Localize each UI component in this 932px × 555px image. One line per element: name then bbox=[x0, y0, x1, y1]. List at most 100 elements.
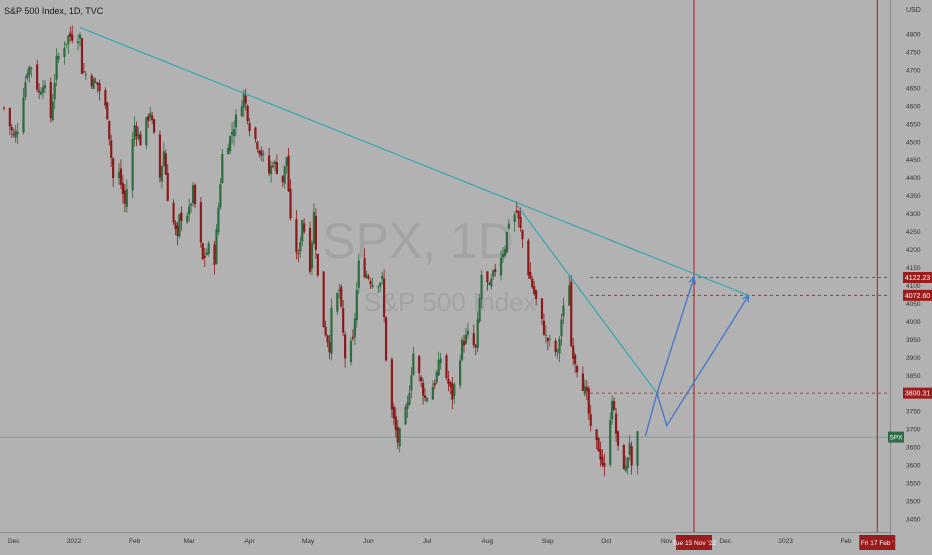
candle-body[interactable] bbox=[254, 127, 257, 140]
candle-body[interactable] bbox=[599, 449, 602, 460]
candle-body[interactable] bbox=[476, 319, 479, 349]
candle-body[interactable] bbox=[295, 219, 298, 253]
candle-body[interactable] bbox=[314, 215, 317, 250]
candle-body[interactable] bbox=[152, 119, 156, 133]
candle-body[interactable] bbox=[49, 82, 52, 119]
candle-body[interactable] bbox=[326, 335, 329, 343]
candle-body[interactable] bbox=[180, 212, 183, 222]
candle-body[interactable] bbox=[299, 242, 302, 252]
candle-body[interactable] bbox=[488, 282, 491, 285]
candle-body[interactable] bbox=[572, 345, 575, 359]
candle-body[interactable] bbox=[338, 289, 341, 292]
candle-body[interactable] bbox=[575, 365, 579, 373]
candle-body[interactable] bbox=[531, 278, 534, 288]
candle-body[interactable] bbox=[533, 286, 536, 294]
candle-body[interactable] bbox=[433, 383, 436, 386]
candle-body[interactable] bbox=[145, 117, 148, 146]
candle-body[interactable] bbox=[466, 330, 470, 335]
candle-body[interactable] bbox=[492, 270, 495, 277]
candle-body[interactable] bbox=[556, 349, 559, 352]
candle-body[interactable] bbox=[628, 443, 631, 455]
candle-body[interactable] bbox=[51, 101, 54, 121]
candle-body[interactable] bbox=[69, 32, 72, 37]
candle-body[interactable] bbox=[256, 141, 259, 150]
candle-body[interactable] bbox=[131, 139, 134, 191]
candle-body[interactable] bbox=[490, 278, 493, 287]
candle-body[interactable] bbox=[191, 185, 195, 204]
candle-body[interactable] bbox=[379, 282, 382, 287]
candle-body[interactable] bbox=[108, 120, 111, 140]
candle-body[interactable] bbox=[273, 161, 277, 165]
candle-body[interactable] bbox=[84, 74, 87, 76]
candle-body[interactable] bbox=[149, 112, 152, 118]
candle-body[interactable] bbox=[98, 83, 101, 92]
candle-body[interactable] bbox=[133, 125, 136, 140]
candle-body[interactable] bbox=[585, 387, 588, 392]
candle-body[interactable] bbox=[568, 285, 571, 306]
candle-body[interactable] bbox=[517, 210, 520, 219]
candle-body[interactable] bbox=[39, 91, 43, 95]
trendline[interactable] bbox=[516, 204, 658, 394]
candle-body[interactable] bbox=[234, 114, 238, 128]
candle-body[interactable] bbox=[119, 168, 123, 185]
candle-body[interactable] bbox=[213, 244, 216, 265]
candle-body[interactable] bbox=[53, 82, 56, 100]
projection-arrow-line[interactable] bbox=[644, 295, 750, 437]
candle-body[interactable] bbox=[583, 386, 586, 395]
candle-body[interactable] bbox=[480, 274, 483, 299]
candle-body[interactable] bbox=[622, 445, 625, 469]
candle-body[interactable] bbox=[499, 257, 503, 276]
candle-body[interactable] bbox=[232, 129, 236, 137]
candle-body[interactable] bbox=[410, 375, 413, 391]
candle-body[interactable] bbox=[310, 242, 314, 269]
candle-body[interactable] bbox=[24, 82, 27, 98]
candle-body[interactable] bbox=[281, 175, 284, 183]
candle-body[interactable] bbox=[16, 132, 19, 135]
candle-body[interactable] bbox=[418, 356, 421, 373]
candle-body[interactable] bbox=[2, 107, 6, 109]
candle-body[interactable] bbox=[398, 428, 401, 447]
candle-body[interactable] bbox=[258, 150, 261, 154]
projection-arrow-line[interactable] bbox=[656, 277, 695, 394]
candle-body[interactable] bbox=[203, 255, 206, 258]
candle-body[interactable] bbox=[57, 56, 60, 60]
candle-body[interactable] bbox=[267, 155, 271, 174]
candle-body[interactable] bbox=[574, 355, 577, 364]
candle-body[interactable] bbox=[26, 73, 29, 79]
candle-body[interactable] bbox=[447, 378, 450, 384]
candle-body[interactable] bbox=[63, 48, 66, 58]
candle-body[interactable] bbox=[394, 416, 397, 431]
candle-body[interactable] bbox=[501, 253, 505, 258]
candle-body[interactable] bbox=[382, 278, 386, 318]
candle-body[interactable] bbox=[519, 216, 522, 229]
candle-body[interactable] bbox=[112, 158, 115, 179]
candle-body[interactable] bbox=[90, 75, 93, 87]
candle-body[interactable] bbox=[451, 383, 454, 400]
candle-body[interactable] bbox=[349, 340, 353, 363]
candle-body[interactable] bbox=[269, 165, 273, 175]
candle-body[interactable] bbox=[301, 220, 304, 242]
candle-body[interactable] bbox=[611, 400, 614, 420]
candle-body[interactable] bbox=[80, 38, 84, 74]
candle-body[interactable] bbox=[371, 284, 374, 288]
candle-body[interactable] bbox=[548, 338, 551, 340]
candle-body[interactable] bbox=[71, 34, 74, 41]
candle-body[interactable] bbox=[217, 207, 220, 233]
candle-body[interactable] bbox=[503, 249, 507, 256]
candle-body[interactable] bbox=[176, 225, 179, 236]
candle-body[interactable] bbox=[408, 393, 411, 405]
candle-body[interactable] bbox=[229, 136, 232, 152]
candle-body[interactable] bbox=[624, 465, 627, 471]
candle-body[interactable] bbox=[37, 90, 41, 93]
candle-body[interactable] bbox=[147, 116, 150, 121]
candle-body[interactable] bbox=[67, 35, 70, 44]
candle-body[interactable] bbox=[353, 318, 356, 337]
candle-body[interactable] bbox=[377, 286, 380, 288]
candle-body[interactable] bbox=[330, 307, 333, 354]
candle-body[interactable] bbox=[626, 457, 629, 468]
candle-body[interactable] bbox=[595, 429, 598, 440]
candle-body[interactable] bbox=[151, 115, 154, 120]
candle-body[interactable] bbox=[369, 281, 372, 285]
candle-body[interactable] bbox=[139, 134, 142, 146]
candle-body[interactable] bbox=[271, 165, 275, 167]
